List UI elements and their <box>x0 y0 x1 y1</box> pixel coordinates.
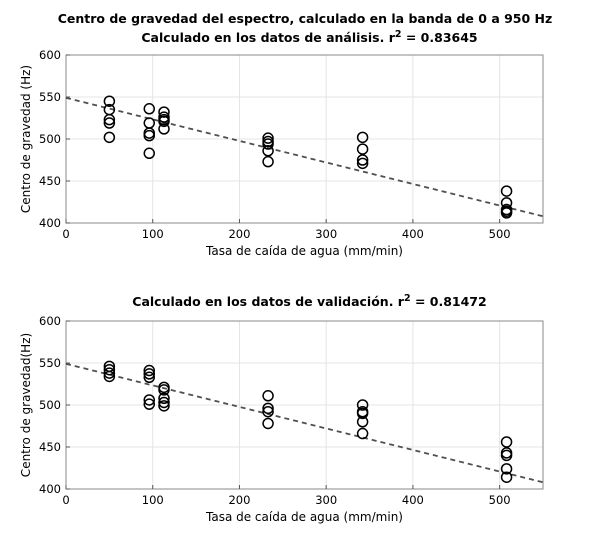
chart-title: Calculado en los datos de validación. r2… <box>132 293 486 309</box>
data-point <box>103 367 116 379</box>
x-tick-label: 500 <box>489 227 511 241</box>
data-point <box>143 103 156 115</box>
data-point <box>103 117 116 129</box>
data-point <box>143 371 156 384</box>
x-tick-label: 400 <box>402 227 424 241</box>
data-point <box>262 402 274 415</box>
data-point <box>262 155 274 168</box>
data-point <box>262 405 274 418</box>
data-point <box>356 143 369 155</box>
trend-line <box>65 96 544 218</box>
data-point <box>158 384 170 396</box>
y-tick-label: 600 <box>39 48 61 62</box>
data-point <box>500 436 513 448</box>
data-point <box>356 157 369 170</box>
data-point <box>262 132 274 144</box>
data-point <box>158 392 170 405</box>
data-point <box>143 129 156 142</box>
x-axis-label: Tasa de caída de agua (mm/min) <box>205 244 403 258</box>
data-point <box>356 416 369 428</box>
data-point <box>356 154 369 166</box>
data-point <box>103 131 116 144</box>
x-tick-label: 0 <box>62 493 69 507</box>
data-point <box>500 185 513 197</box>
data-point <box>103 370 116 383</box>
y-axis-label: Centro de gravedad(Hz) <box>19 333 33 477</box>
y-tick-label: 450 <box>39 440 61 454</box>
data-point <box>158 123 170 135</box>
data-point <box>103 95 116 107</box>
y-tick-label: 500 <box>39 132 61 146</box>
x-tick-label: 200 <box>228 227 250 241</box>
data-point <box>143 394 156 406</box>
x-tick-label: 300 <box>315 493 337 507</box>
data-point <box>500 471 513 483</box>
data-point <box>500 449 513 462</box>
y-tick-label: 550 <box>39 90 61 104</box>
y-tick-label: 450 <box>39 174 61 188</box>
plots: 0 100 200 300 400 500 400 450 500 550 600 Calculado… <box>19 29 544 524</box>
data-point <box>262 138 274 150</box>
x-tick-label: 300 <box>315 227 337 241</box>
data-point <box>143 147 156 160</box>
data-point <box>356 427 369 440</box>
x-tick-label: 100 <box>142 493 164 507</box>
x-tick-label: 400 <box>402 493 424 507</box>
data-point <box>356 131 369 144</box>
data-point <box>103 363 116 376</box>
data-point <box>158 400 170 412</box>
data-point <box>143 368 156 380</box>
x-tick-label: 100 <box>142 227 164 241</box>
y-tick-label: 400 <box>39 482 61 496</box>
y-axis-label: Centro de gravedad (Hz) <box>19 65 33 213</box>
data-point <box>143 398 156 410</box>
x-tick-label: 500 <box>489 493 511 507</box>
trend-line <box>65 362 544 484</box>
chart-title: Calculado en los datos de análisis. r2 =… <box>141 29 477 45</box>
x-tick-label: 0 <box>62 227 69 241</box>
data-point <box>158 106 170 118</box>
chart-2: 0 100 200 300 400 500 400 450 500 550 600 Calculado… <box>19 293 544 524</box>
data-point <box>262 417 274 430</box>
x-tick-label: 200 <box>228 493 250 507</box>
data-point <box>158 396 170 409</box>
data-point <box>262 145 274 157</box>
data-point <box>356 399 369 411</box>
data-point <box>143 364 156 377</box>
y-tick-label: 400 <box>39 216 61 230</box>
data-point <box>356 407 369 420</box>
x-axis-label: Tasa de caída de agua (mm/min) <box>205 510 403 524</box>
y-tick-label: 600 <box>39 314 61 328</box>
figure-title: Centro de gravedad del espectro, calcula… <box>58 11 553 26</box>
data-point <box>500 207 513 219</box>
y-tick-label: 500 <box>39 398 61 412</box>
chart-1: 0 100 200 300 400 500 400 450 500 550 600 Calculado… <box>19 29 544 258</box>
data-point <box>262 390 274 402</box>
data-point <box>103 113 116 126</box>
y-tick-label: 550 <box>39 356 61 370</box>
data-point <box>158 115 170 128</box>
data-point <box>500 463 513 475</box>
